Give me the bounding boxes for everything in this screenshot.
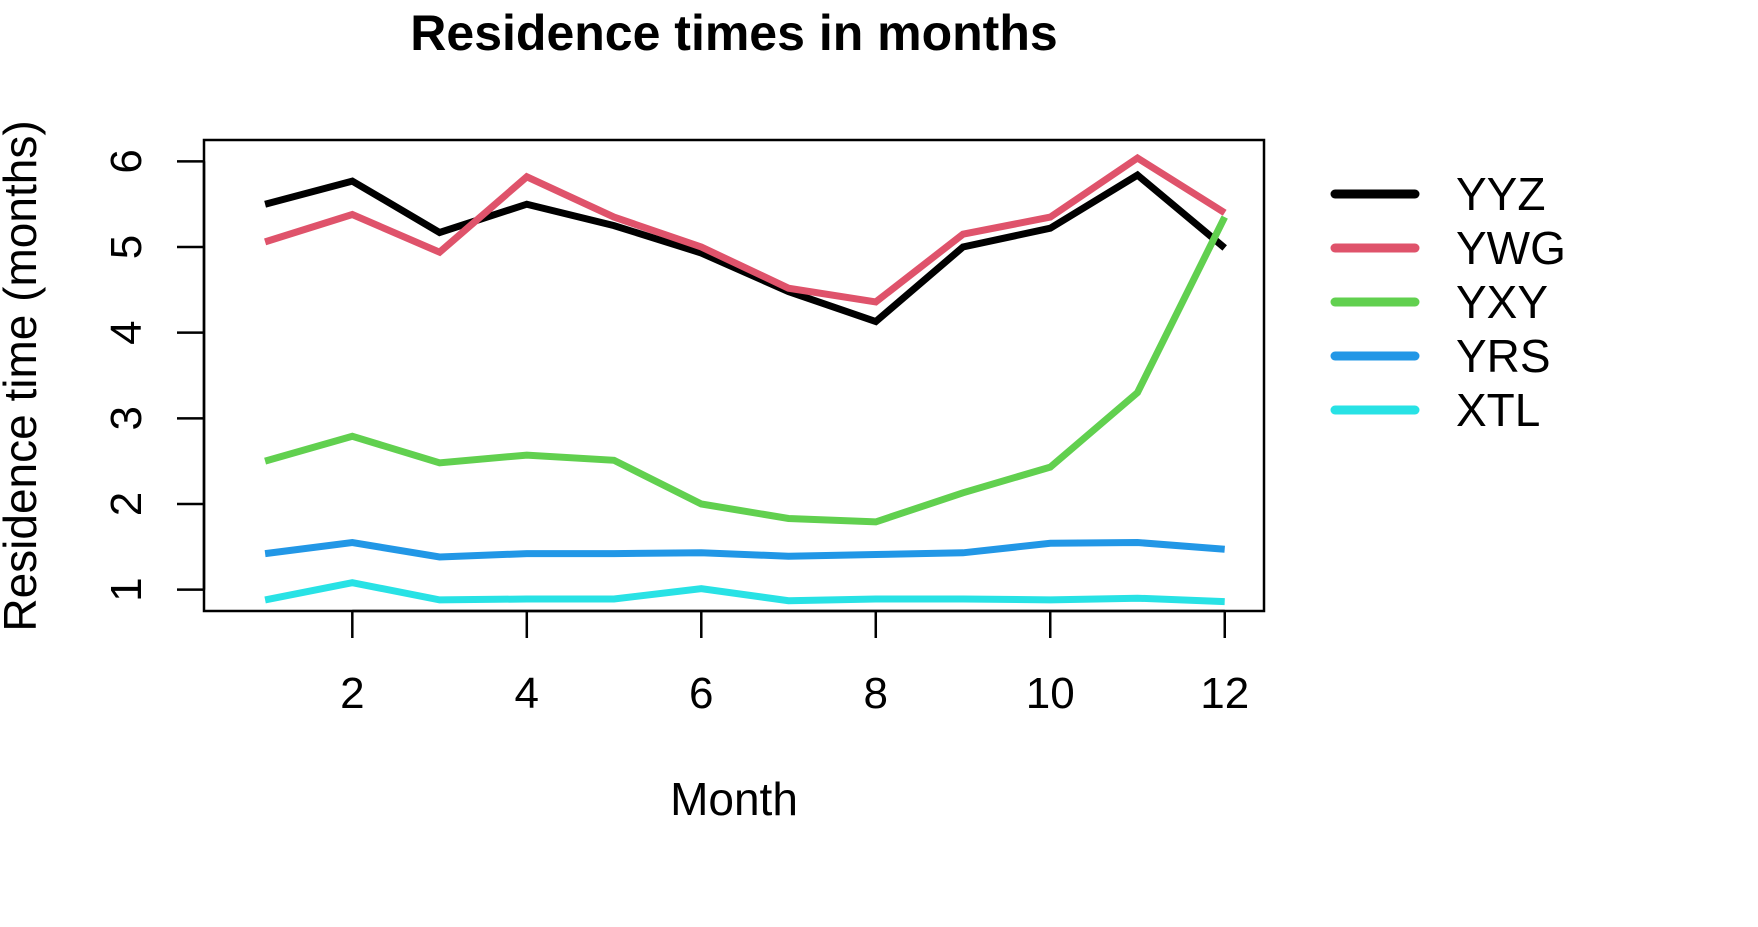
x-tick-label: 12 <box>1200 669 1249 718</box>
y-tick-label: 4 <box>102 320 151 344</box>
y-axis: 1 2 3 4 5 6 <box>102 149 206 602</box>
x-axis: 2 4 6 8 10 12 <box>340 609 1249 718</box>
legend-label-yxy: YXY <box>1456 276 1548 328</box>
x-tick-label: 4 <box>515 669 539 718</box>
x-tick-label: 6 <box>689 669 713 718</box>
legend-label-yyz: YYZ <box>1456 168 1545 220</box>
series-line-yrs <box>264 538 1225 561</box>
x-tick-label: 8 <box>864 669 888 718</box>
series-line-xtl <box>264 579 1225 606</box>
y-tick-label: 3 <box>102 406 151 430</box>
series-line-yxy <box>264 215 1228 526</box>
x-axis-label: Month <box>670 773 798 825</box>
series-line-ywg <box>264 153 1227 306</box>
y-tick-label: 6 <box>102 149 151 173</box>
x-tick-label: 2 <box>340 669 364 718</box>
y-tick-label: 1 <box>102 577 151 601</box>
legend-label-ywg: YWG <box>1456 222 1566 274</box>
legend-label-xtl: XTL <box>1456 384 1540 436</box>
y-tick-label: 2 <box>102 492 151 516</box>
series-lines <box>264 153 1228 606</box>
series-line-yyz <box>264 170 1227 326</box>
y-axis-label: Residence time (months) <box>0 120 46 631</box>
chart-title: Residence times in months <box>410 5 1057 61</box>
y-tick-label: 5 <box>102 235 151 259</box>
x-tick-label: 10 <box>1026 669 1075 718</box>
legend-label-yrs: YRS <box>1456 330 1551 382</box>
